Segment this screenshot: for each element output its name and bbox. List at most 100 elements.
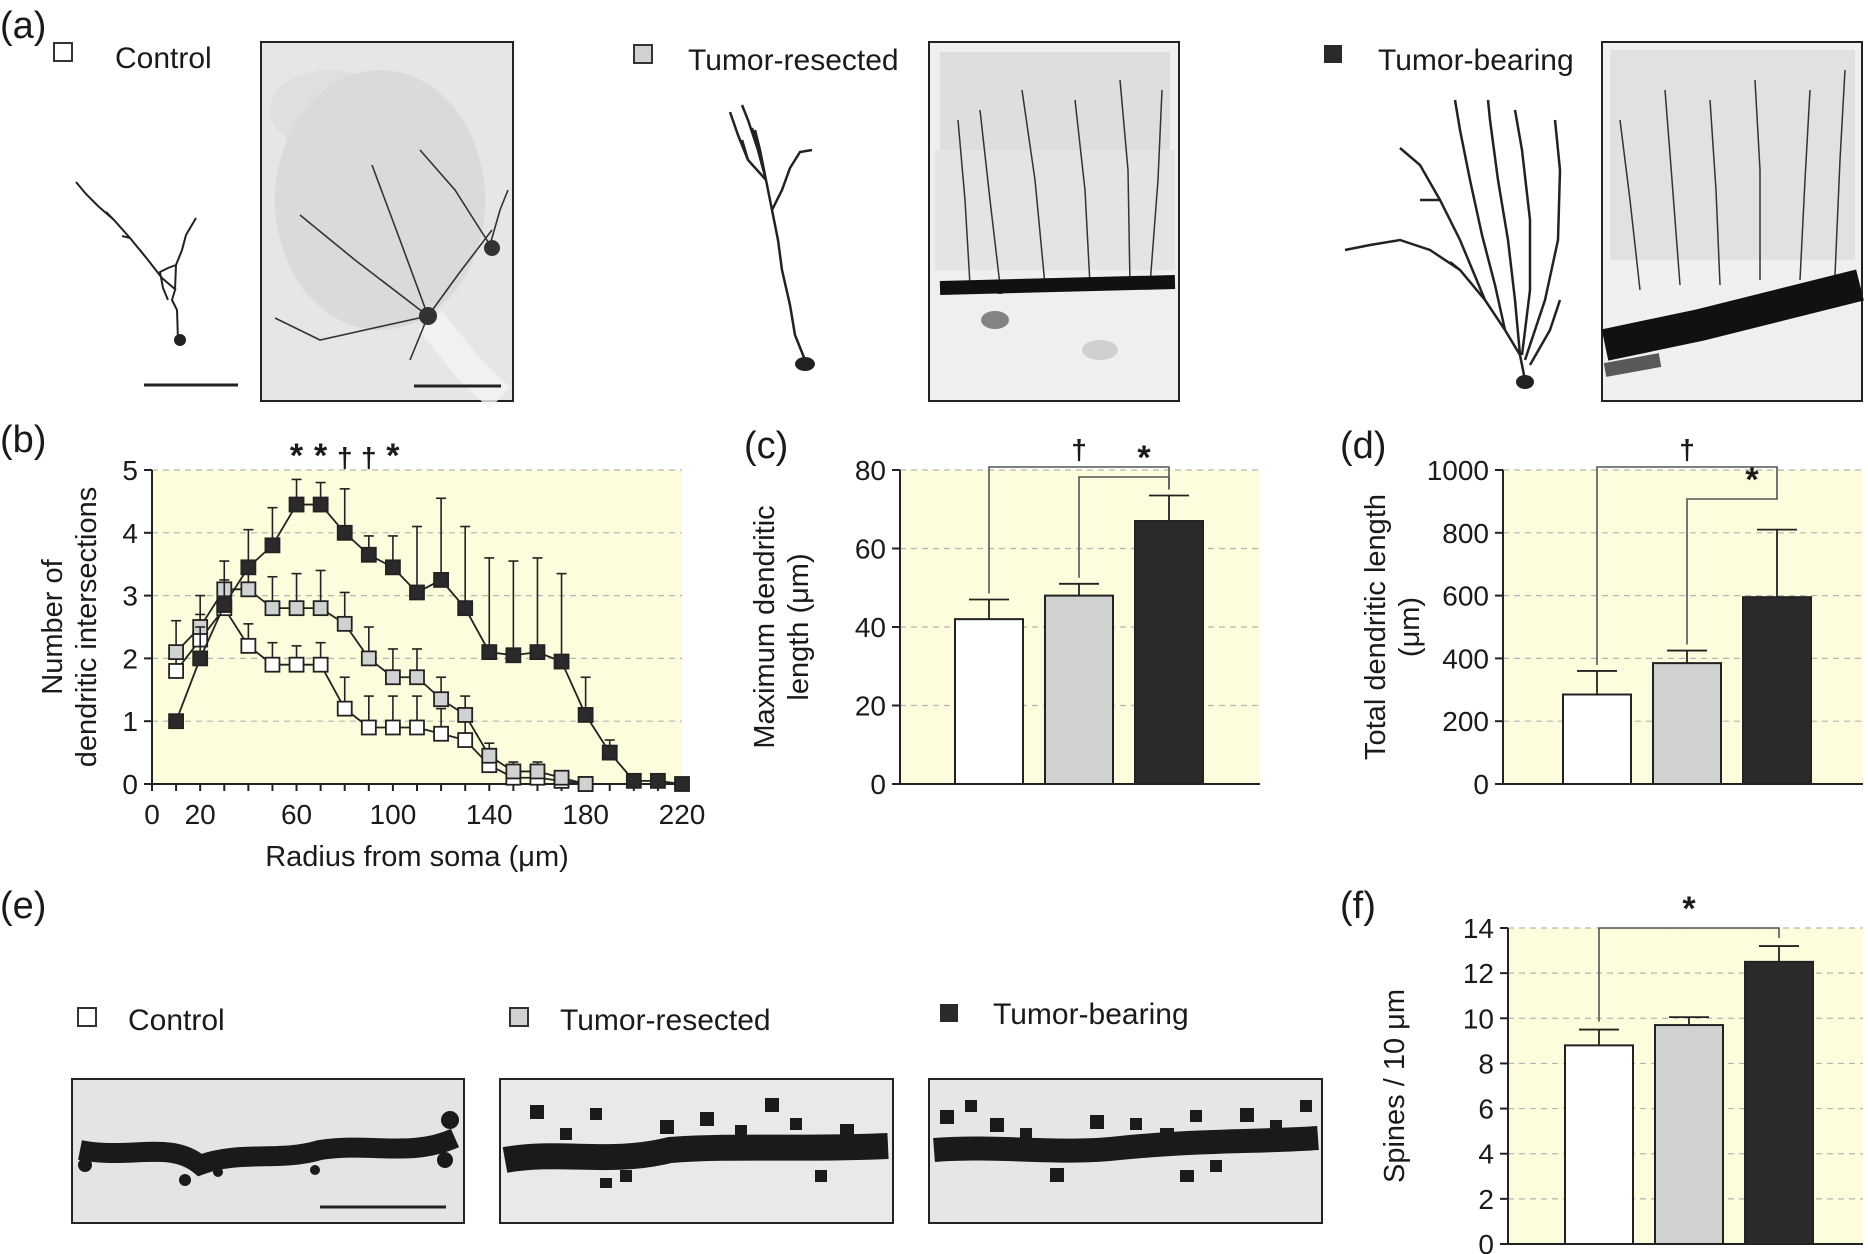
data-point-b (481, 644, 498, 661)
x-tick-label-b: 140 (466, 799, 513, 830)
legend-label-e-tumor-bearing: Tumor-bearing (993, 998, 1189, 1031)
data-point-b (360, 719, 377, 736)
panel-e-label: (e) (0, 885, 46, 927)
y-tick-label-b: 4 (122, 518, 138, 549)
data-point-b (577, 776, 594, 792)
y-tick-label-c: 80 (855, 455, 886, 486)
data-point-b (360, 650, 377, 667)
neuron-tracing-tumor-resected (728, 104, 813, 361)
data-point-b (240, 637, 257, 654)
x-tick-label-b: 0 (144, 799, 160, 830)
significance-bracket-d (1596, 466, 1778, 665)
data-point-b (385, 669, 401, 686)
significance-marks-b: * * † † * (290, 437, 400, 475)
panel-f: (f) 0 2 4 6 8 10 12 14 * Spines / 10 μm (1340, 885, 1863, 1254)
data-point-b (529, 763, 546, 780)
data-point-b (385, 719, 401, 736)
significance-mark-b: * (290, 437, 304, 475)
panel-b: (b) 0 1 2 3 4 5 0 20 60 100 140 180 220 * * † † * Radius… (0, 419, 705, 873)
x-tick-label-b: 20 (185, 799, 216, 830)
legend-label-tumor-bearing: Tumor-bearing (1378, 44, 1574, 77)
data-point-b (240, 581, 257, 598)
data-point-b (505, 647, 522, 664)
legend-swatch-tumor-bearing (1324, 45, 1342, 63)
panel-b-label: (b) (0, 419, 46, 461)
chart-f: 0 2 4 6 8 10 12 14 * (1463, 890, 1863, 1254)
data-point-b (336, 615, 353, 632)
y-tick-label-d: 600 (1442, 581, 1489, 612)
data-point-b (433, 725, 449, 742)
x-tick-label-b: 60 (281, 799, 312, 830)
y-axis-label-d-line2: (μm) (1394, 597, 1426, 657)
y-tick-label-d: 1000 (1427, 455, 1489, 486)
y-tick-label-b: 3 (122, 581, 138, 612)
y-tick-label-c: 40 (855, 612, 886, 643)
panel-e: (e) Control Tumor-resected Tumor-bearing (0, 885, 1323, 1224)
y-tick-label-f: 10 (1463, 1003, 1494, 1034)
significance-mark-c: * (1137, 439, 1151, 477)
bar-d-tumor-bearing (1742, 596, 1812, 785)
x-tick-label-b: 220 (659, 799, 706, 830)
y-tick-label-b: 0 (122, 769, 138, 800)
data-point-b (288, 656, 305, 673)
panel-d-label: (d) (1340, 425, 1386, 467)
y-axis-label-c-line2: length (μm) (783, 553, 815, 700)
legend-swatch-tumor-resected (633, 44, 653, 64)
significance-bracket-f (1598, 927, 1780, 1022)
legend-label-control: Control (115, 42, 212, 75)
significance-mark-b: * (386, 437, 400, 475)
data-point-b (457, 600, 474, 617)
data-point-b (553, 653, 570, 670)
y-tick-label-f: 14 (1463, 913, 1494, 944)
y-tick-label-b: 1 (122, 706, 138, 737)
y-tick-label-d: 800 (1442, 518, 1489, 549)
y-axis-label-b-line2: dendritic intersections (71, 487, 103, 767)
significance-mark-f: * (1682, 890, 1696, 928)
neuron-soma-tumor-bearing (1516, 375, 1534, 389)
data-point-b (216, 597, 233, 613)
panel-f-label: (f) (1340, 885, 1376, 927)
spine-image-tumor-bearing (928, 1078, 1323, 1224)
data-point-b (529, 644, 546, 661)
y-axis-label-c-line1: Maximum dendritic (749, 505, 781, 748)
data-point-b (312, 496, 329, 513)
micrograph-tumor-resected (928, 41, 1180, 402)
data-point-b (674, 776, 690, 792)
data-point-b (601, 744, 618, 761)
data-point-b (650, 772, 666, 789)
neuron-soma-control (174, 334, 186, 346)
data-point-b (264, 537, 281, 554)
panel-a-label: (a) (0, 5, 46, 47)
y-tick-label-f: 12 (1463, 958, 1494, 989)
legend-swatch-e-tumor-resected (509, 1007, 529, 1027)
data-point-b (385, 559, 401, 576)
significance-bracket-c (1078, 476, 1170, 578)
y-tick-label-d: 0 (1473, 769, 1489, 800)
data-point-b (240, 559, 257, 576)
y-tick-label-f: 2 (1478, 1184, 1494, 1215)
legend-swatch-e-control (77, 1007, 97, 1027)
spine-image-control (71, 1078, 465, 1224)
micrograph-control (260, 41, 514, 409)
y-axis-label-d-line1: Total dendritic length (1360, 494, 1392, 760)
data-point-b (312, 600, 329, 617)
series-b (168, 478, 690, 792)
y-tick-label-c: 20 (855, 691, 886, 722)
data-point-b (409, 669, 425, 686)
y-tick-label-f: 0 (1478, 1229, 1494, 1254)
y-tick-label-f: 6 (1478, 1094, 1494, 1125)
data-point-b (264, 600, 281, 617)
data-point-b (192, 650, 209, 667)
significance-mark-b: * (314, 437, 328, 475)
data-point-b (336, 700, 353, 717)
panel-d: (d) 0 200 400 600 800 1000 † * Total dendritic … (1340, 425, 1863, 800)
y-tick-label-d: 200 (1442, 706, 1489, 737)
bar-c-tumor-resected (1044, 594, 1114, 785)
significance-mark-b: † (337, 442, 353, 473)
legend-label-e-tumor-resected: Tumor-resected (560, 1004, 771, 1037)
data-point-b (433, 691, 449, 708)
data-point-b (481, 747, 498, 764)
y-axis-label-b-line1: Number of (37, 558, 69, 694)
data-point-b (577, 707, 594, 723)
